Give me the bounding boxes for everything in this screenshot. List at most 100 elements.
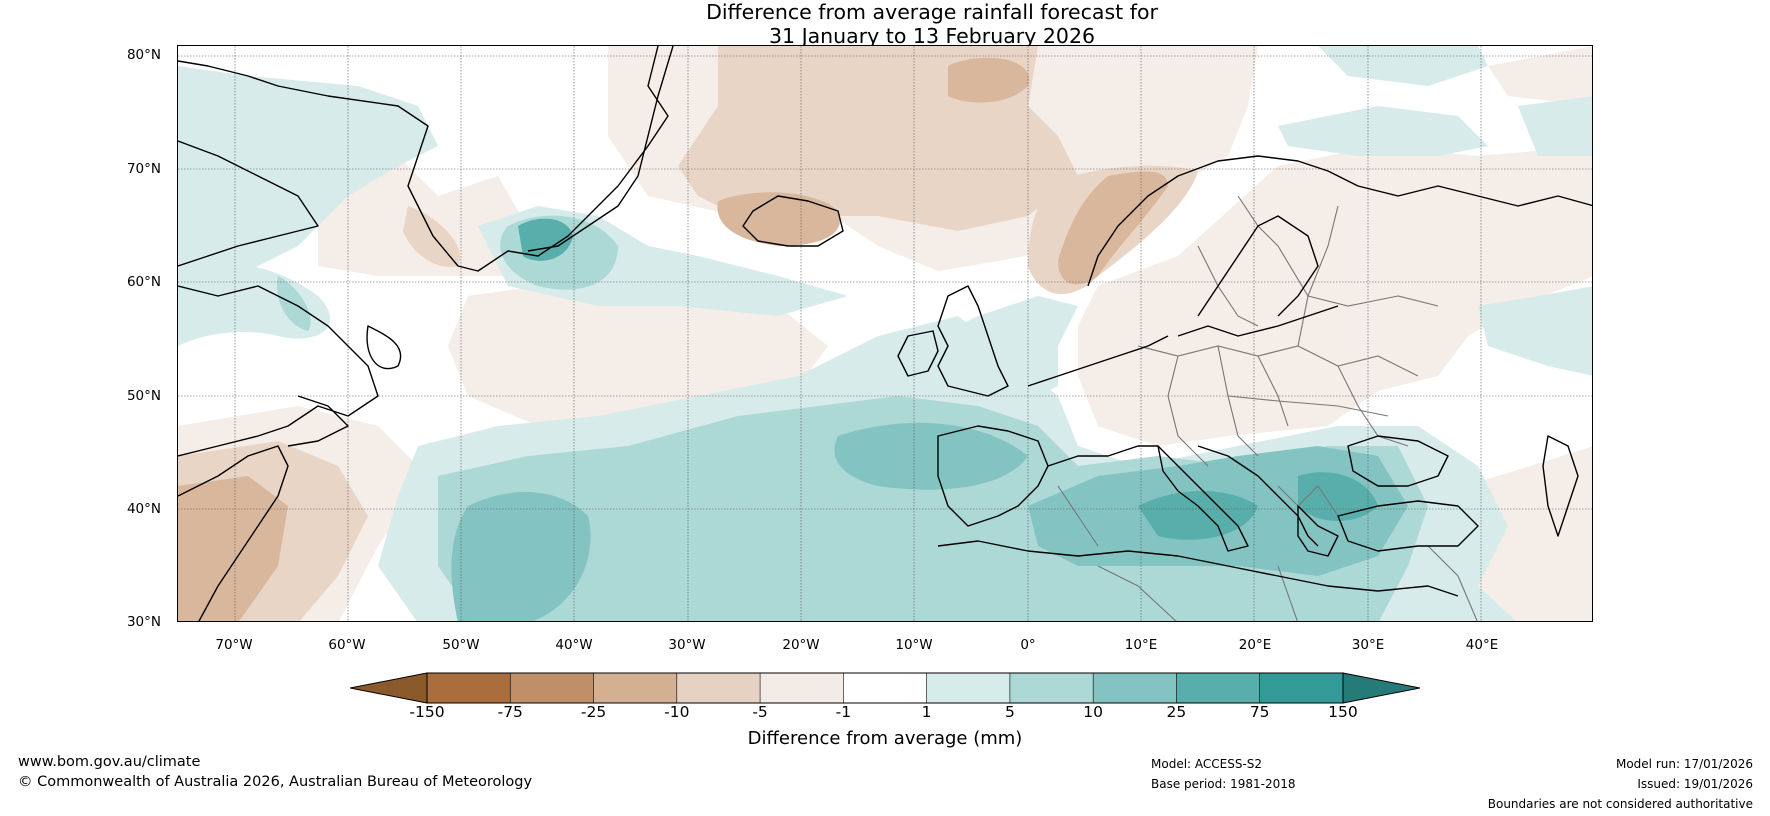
colorbar-tick-label: 150 bbox=[1328, 703, 1358, 721]
lat-label-80n: 80°N bbox=[126, 47, 161, 63]
colorbar-segment bbox=[1092, 672, 1178, 704]
coastline-north-africa bbox=[937, 540, 1459, 597]
map-canvas bbox=[178, 46, 1592, 621]
coastline-caspian bbox=[1542, 435, 1579, 537]
dry-region-us-east-core bbox=[178, 476, 288, 621]
coastline-nova-scotia bbox=[287, 395, 349, 447]
dry-region-arctic-east bbox=[1488, 46, 1592, 106]
colorbar-frame bbox=[426, 672, 1344, 704]
coastline-labrador bbox=[178, 285, 379, 457]
colorbar-label: Difference from average (mm) bbox=[747, 728, 1023, 749]
lon-label-10e: 10°E bbox=[1124, 637, 1158, 653]
colorbar-tick-label: 75 bbox=[1249, 703, 1270, 721]
footer-disclaimer: Boundaries are not considered authoritat… bbox=[1487, 797, 1753, 811]
lon-label-30e: 30°E bbox=[1351, 637, 1385, 653]
footer-issued: Issued: 19/01/2026 bbox=[1637, 777, 1753, 791]
coastlines bbox=[178, 46, 1592, 621]
coastline-russia-north bbox=[1357, 185, 1592, 207]
colorbar-tick-label: -25 bbox=[580, 703, 607, 721]
colorbar-arrow-right bbox=[1342, 672, 1420, 704]
wet-region-uk bbox=[918, 296, 1078, 406]
colorbar-segment bbox=[593, 672, 678, 704]
footer-model-run: Model run: 17/01/2026 bbox=[1615, 757, 1753, 771]
coastline-turkey bbox=[1337, 500, 1479, 552]
coastline-norway bbox=[1087, 155, 1359, 287]
wet-region-arctic-north bbox=[1318, 46, 1488, 86]
colorbar-tick-label: -150 bbox=[409, 703, 445, 721]
dry-region-europe bbox=[1078, 146, 1592, 446]
colorbar-tick-label: -75 bbox=[497, 703, 523, 721]
footer-copyright: © Commonwealth of Australia 2026, Austra… bbox=[18, 774, 533, 790]
colorbar-segment bbox=[426, 672, 512, 704]
lat-label-30n: 30°N bbox=[126, 614, 161, 630]
rainfall-anomaly-map bbox=[177, 45, 1593, 622]
dry-region-norway-core bbox=[1058, 171, 1168, 285]
lon-label-40w: 40°W bbox=[555, 637, 593, 653]
colorbar-segments bbox=[350, 672, 1420, 704]
footer-base-period: Base period: 1981-2018 bbox=[1151, 777, 1296, 791]
coastline-baltic bbox=[1177, 305, 1339, 337]
colorbar-segment bbox=[926, 672, 1011, 704]
lat-label-50n: 50°N bbox=[126, 388, 161, 404]
coastline-greece bbox=[1297, 505, 1339, 557]
lon-label-50w: 50°W bbox=[442, 637, 480, 653]
colorbar bbox=[350, 672, 1420, 704]
lat-label-60n: 60°N bbox=[126, 274, 161, 290]
country-borders bbox=[1057, 195, 1478, 621]
lon-label-10w: 10°W bbox=[895, 637, 933, 653]
colorbar-segment bbox=[759, 672, 845, 704]
chart-title: Difference from average rainfall forecas… bbox=[0, 0, 1770, 48]
colorbar-tick-label: 5 bbox=[1004, 703, 1015, 721]
wet-region-russia-east bbox=[1478, 286, 1592, 376]
coastline-iceland bbox=[742, 195, 844, 247]
lon-label-0: 0° bbox=[1020, 637, 1036, 653]
coastline-france-med bbox=[1047, 445, 1158, 467]
footer-website: www.bom.gov.au/climate bbox=[18, 754, 201, 770]
lat-label-40n: 40°N bbox=[126, 501, 161, 517]
lon-label-20w: 20°W bbox=[782, 637, 820, 653]
colorbar-tick-label: 10 bbox=[1083, 703, 1104, 721]
coastline-ireland bbox=[897, 330, 939, 377]
colorbar-tick-label: -10 bbox=[664, 703, 690, 721]
wet-region-mediterranean-core bbox=[1138, 491, 1258, 540]
coastline-greenland bbox=[178, 46, 669, 272]
coastline-us-east bbox=[178, 445, 289, 621]
coastline-europe-west bbox=[1027, 335, 1169, 387]
dry-region-greenland-sea-core bbox=[948, 57, 1030, 103]
colorbar-segment bbox=[1176, 672, 1261, 704]
gridlines bbox=[178, 46, 1592, 621]
coastline-greenland-east bbox=[527, 46, 674, 252]
coastline-great-britain bbox=[937, 285, 1009, 397]
coastline-balkans bbox=[1197, 445, 1319, 547]
lon-label-60w: 60°W bbox=[328, 637, 366, 653]
wet-region-central-atlantic-core bbox=[834, 422, 1028, 490]
colorbar-segment bbox=[509, 672, 595, 704]
dry-region-atlantic-mid bbox=[448, 276, 828, 426]
colorbar-segment bbox=[1259, 672, 1344, 704]
lat-label-70n: 70°N bbox=[126, 161, 161, 177]
coastline-italy bbox=[1157, 445, 1249, 552]
wet-region-labrador bbox=[178, 262, 331, 346]
wet-region-baffin bbox=[178, 66, 438, 286]
footer-model: Model: ACCESS-S2 bbox=[1151, 757, 1263, 771]
colorbar-tick-label: -5 bbox=[752, 703, 768, 721]
colorbar-segment bbox=[676, 672, 761, 704]
coastline-baffin bbox=[178, 140, 319, 267]
wet-region-atlantic-south-core bbox=[451, 492, 591, 621]
colorbar-segment bbox=[1009, 672, 1094, 704]
coastline-sweden-finland bbox=[1197, 215, 1319, 317]
lon-label-20e: 20°E bbox=[1238, 637, 1272, 653]
wet-region-barents bbox=[1278, 106, 1488, 156]
wet-region-arctic-east bbox=[1518, 96, 1592, 156]
dry-region-iceland bbox=[717, 192, 840, 246]
title-line-1: Difference from average rainfall forecas… bbox=[706, 0, 1158, 24]
colorbar-tick-label: 1 bbox=[921, 703, 932, 721]
lon-label-70w: 70°W bbox=[215, 637, 253, 653]
lon-label-30w: 30°W bbox=[668, 637, 706, 653]
colorbar-tick-label: 25 bbox=[1166, 703, 1187, 721]
title-line-2: 31 January to 13 February 2026 bbox=[768, 24, 1096, 48]
anomaly-fills bbox=[178, 46, 1592, 621]
lon-label-40e: 40°E bbox=[1465, 637, 1499, 653]
colorbar-tick-label: -1 bbox=[835, 703, 852, 721]
coastline-newfoundland bbox=[366, 325, 402, 370]
